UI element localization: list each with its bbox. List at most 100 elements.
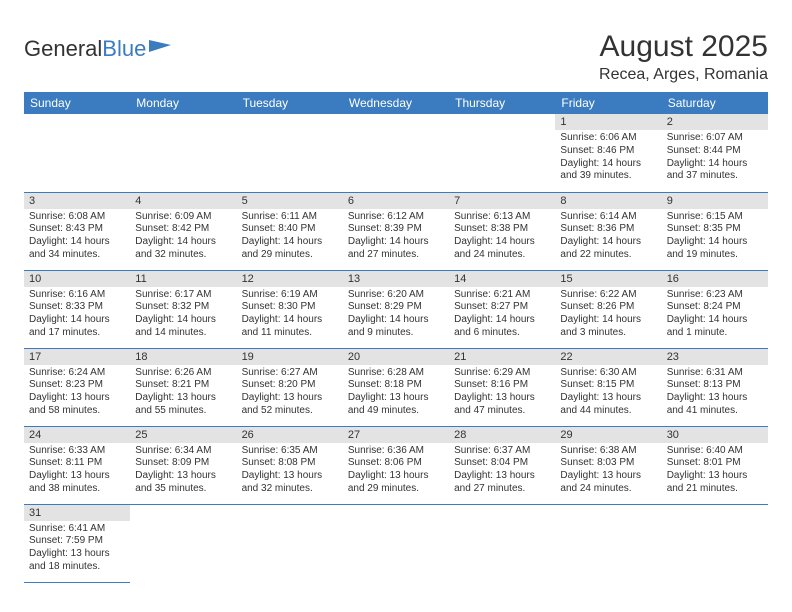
day-number: 22 [555, 349, 661, 365]
day-body: Sunrise: 6:13 AMSunset: 8:38 PMDaylight:… [449, 209, 555, 265]
calendar-day: 5Sunrise: 6:11 AMSunset: 8:40 PMDaylight… [237, 192, 343, 270]
day-body: Sunrise: 6:36 AMSunset: 8:06 PMDaylight:… [343, 443, 449, 499]
sunset-text: Sunset: 8:35 PM [667, 223, 763, 236]
day-number: 7 [449, 193, 555, 209]
calendar-table: SundayMondayTuesdayWednesdayThursdayFrid… [24, 92, 768, 583]
day-body: Sunrise: 6:37 AMSunset: 8:04 PMDaylight:… [449, 443, 555, 499]
daylight-text: Daylight: 13 hours and 27 minutes. [454, 470, 550, 496]
daylight-text: Daylight: 13 hours and 52 minutes. [242, 392, 338, 418]
calendar-day-empty [449, 504, 555, 582]
sunset-text: Sunset: 8:06 PM [348, 457, 444, 470]
calendar-day: 20Sunrise: 6:28 AMSunset: 8:18 PMDayligh… [343, 348, 449, 426]
sunrise-text: Sunrise: 6:30 AM [560, 367, 656, 380]
sunset-text: Sunset: 8:43 PM [29, 223, 125, 236]
sunrise-text: Sunrise: 6:17 AM [135, 289, 231, 302]
calendar-day-empty [237, 504, 343, 582]
calendar-day-empty [343, 504, 449, 582]
calendar-day: 18Sunrise: 6:26 AMSunset: 8:21 PMDayligh… [130, 348, 236, 426]
daylight-text: Daylight: 14 hours and 17 minutes. [29, 314, 125, 340]
day-body: Sunrise: 6:24 AMSunset: 8:23 PMDaylight:… [24, 365, 130, 421]
daylight-text: Daylight: 13 hours and 41 minutes. [667, 392, 763, 418]
calendar-day-empty [130, 114, 236, 192]
calendar-day: 13Sunrise: 6:20 AMSunset: 8:29 PMDayligh… [343, 270, 449, 348]
flag-icon [149, 36, 171, 62]
day-number: 3 [24, 193, 130, 209]
daylight-text: Daylight: 14 hours and 3 minutes. [560, 314, 656, 340]
sunset-text: Sunset: 8:24 PM [667, 301, 763, 314]
day-number: 9 [662, 193, 768, 209]
sunrise-text: Sunrise: 6:24 AM [29, 367, 125, 380]
calendar-day: 12Sunrise: 6:19 AMSunset: 8:30 PMDayligh… [237, 270, 343, 348]
sunset-text: Sunset: 8:23 PM [29, 379, 125, 392]
calendar-day: 15Sunrise: 6:22 AMSunset: 8:26 PMDayligh… [555, 270, 661, 348]
sunset-text: Sunset: 7:59 PM [29, 535, 125, 548]
daylight-text: Daylight: 13 hours and 38 minutes. [29, 470, 125, 496]
day-body: Sunrise: 6:22 AMSunset: 8:26 PMDaylight:… [555, 287, 661, 343]
daylight-text: Daylight: 13 hours and 18 minutes. [29, 548, 125, 574]
day-body: Sunrise: 6:33 AMSunset: 8:11 PMDaylight:… [24, 443, 130, 499]
daylight-text: Daylight: 14 hours and 24 minutes. [454, 236, 550, 262]
day-body: Sunrise: 6:11 AMSunset: 8:40 PMDaylight:… [237, 209, 343, 265]
day-number: 13 [343, 271, 449, 287]
day-header: Friday [555, 92, 661, 114]
sunrise-text: Sunrise: 6:23 AM [667, 289, 763, 302]
day-number: 24 [24, 427, 130, 443]
sunset-text: Sunset: 8:26 PM [560, 301, 656, 314]
calendar-day: 30Sunrise: 6:40 AMSunset: 8:01 PMDayligh… [662, 426, 768, 504]
daylight-text: Daylight: 13 hours and 32 minutes. [242, 470, 338, 496]
daylight-text: Daylight: 14 hours and 29 minutes. [242, 236, 338, 262]
sunset-text: Sunset: 8:03 PM [560, 457, 656, 470]
sunset-text: Sunset: 8:09 PM [135, 457, 231, 470]
daylight-text: Daylight: 14 hours and 6 minutes. [454, 314, 550, 340]
sunrise-text: Sunrise: 6:09 AM [135, 211, 231, 224]
sunrise-text: Sunrise: 6:37 AM [454, 445, 550, 458]
sunrise-text: Sunrise: 6:41 AM [29, 523, 125, 536]
day-body: Sunrise: 6:34 AMSunset: 8:09 PMDaylight:… [130, 443, 236, 499]
sunset-text: Sunset: 8:30 PM [242, 301, 338, 314]
calendar-day-empty [343, 114, 449, 192]
daylight-text: Daylight: 13 hours and 58 minutes. [29, 392, 125, 418]
sunset-text: Sunset: 8:18 PM [348, 379, 444, 392]
sunrise-text: Sunrise: 6:20 AM [348, 289, 444, 302]
calendar-day: 10Sunrise: 6:16 AMSunset: 8:33 PMDayligh… [24, 270, 130, 348]
calendar-week: 1Sunrise: 6:06 AMSunset: 8:46 PMDaylight… [24, 114, 768, 192]
sunset-text: Sunset: 8:36 PM [560, 223, 656, 236]
day-body: Sunrise: 6:17 AMSunset: 8:32 PMDaylight:… [130, 287, 236, 343]
calendar-day: 31Sunrise: 6:41 AMSunset: 7:59 PMDayligh… [24, 504, 130, 582]
calendar-day: 1Sunrise: 6:06 AMSunset: 8:46 PMDaylight… [555, 114, 661, 192]
day-number: 28 [449, 427, 555, 443]
sunset-text: Sunset: 8:01 PM [667, 457, 763, 470]
logo-text-2: Blue [102, 36, 146, 62]
calendar-day: 6Sunrise: 6:12 AMSunset: 8:39 PMDaylight… [343, 192, 449, 270]
sunrise-text: Sunrise: 6:19 AM [242, 289, 338, 302]
day-body: Sunrise: 6:08 AMSunset: 8:43 PMDaylight:… [24, 209, 130, 265]
day-number: 20 [343, 349, 449, 365]
sunrise-text: Sunrise: 6:38 AM [560, 445, 656, 458]
day-body: Sunrise: 6:07 AMSunset: 8:44 PMDaylight:… [662, 130, 768, 186]
calendar-day: 27Sunrise: 6:36 AMSunset: 8:06 PMDayligh… [343, 426, 449, 504]
day-header: Sunday [24, 92, 130, 114]
day-header: Saturday [662, 92, 768, 114]
sunset-text: Sunset: 8:33 PM [29, 301, 125, 314]
day-header: Thursday [449, 92, 555, 114]
day-number: 23 [662, 349, 768, 365]
day-header: Tuesday [237, 92, 343, 114]
sunset-text: Sunset: 8:27 PM [454, 301, 550, 314]
day-body: Sunrise: 6:28 AMSunset: 8:18 PMDaylight:… [343, 365, 449, 421]
day-number: 30 [662, 427, 768, 443]
calendar-day: 29Sunrise: 6:38 AMSunset: 8:03 PMDayligh… [555, 426, 661, 504]
calendar-page: GeneralBlue August 2025 Recea, Arges, Ro… [0, 0, 792, 593]
day-number: 25 [130, 427, 236, 443]
day-number: 27 [343, 427, 449, 443]
day-body: Sunrise: 6:35 AMSunset: 8:08 PMDaylight:… [237, 443, 343, 499]
calendar-week: 17Sunrise: 6:24 AMSunset: 8:23 PMDayligh… [24, 348, 768, 426]
sunset-text: Sunset: 8:32 PM [135, 301, 231, 314]
daylight-text: Daylight: 13 hours and 35 minutes. [135, 470, 231, 496]
sunset-text: Sunset: 8:40 PM [242, 223, 338, 236]
day-number: 2 [662, 114, 768, 130]
sunrise-text: Sunrise: 6:14 AM [560, 211, 656, 224]
sunset-text: Sunset: 8:29 PM [348, 301, 444, 314]
sunset-text: Sunset: 8:38 PM [454, 223, 550, 236]
sunset-text: Sunset: 8:16 PM [454, 379, 550, 392]
day-body: Sunrise: 6:15 AMSunset: 8:35 PMDaylight:… [662, 209, 768, 265]
